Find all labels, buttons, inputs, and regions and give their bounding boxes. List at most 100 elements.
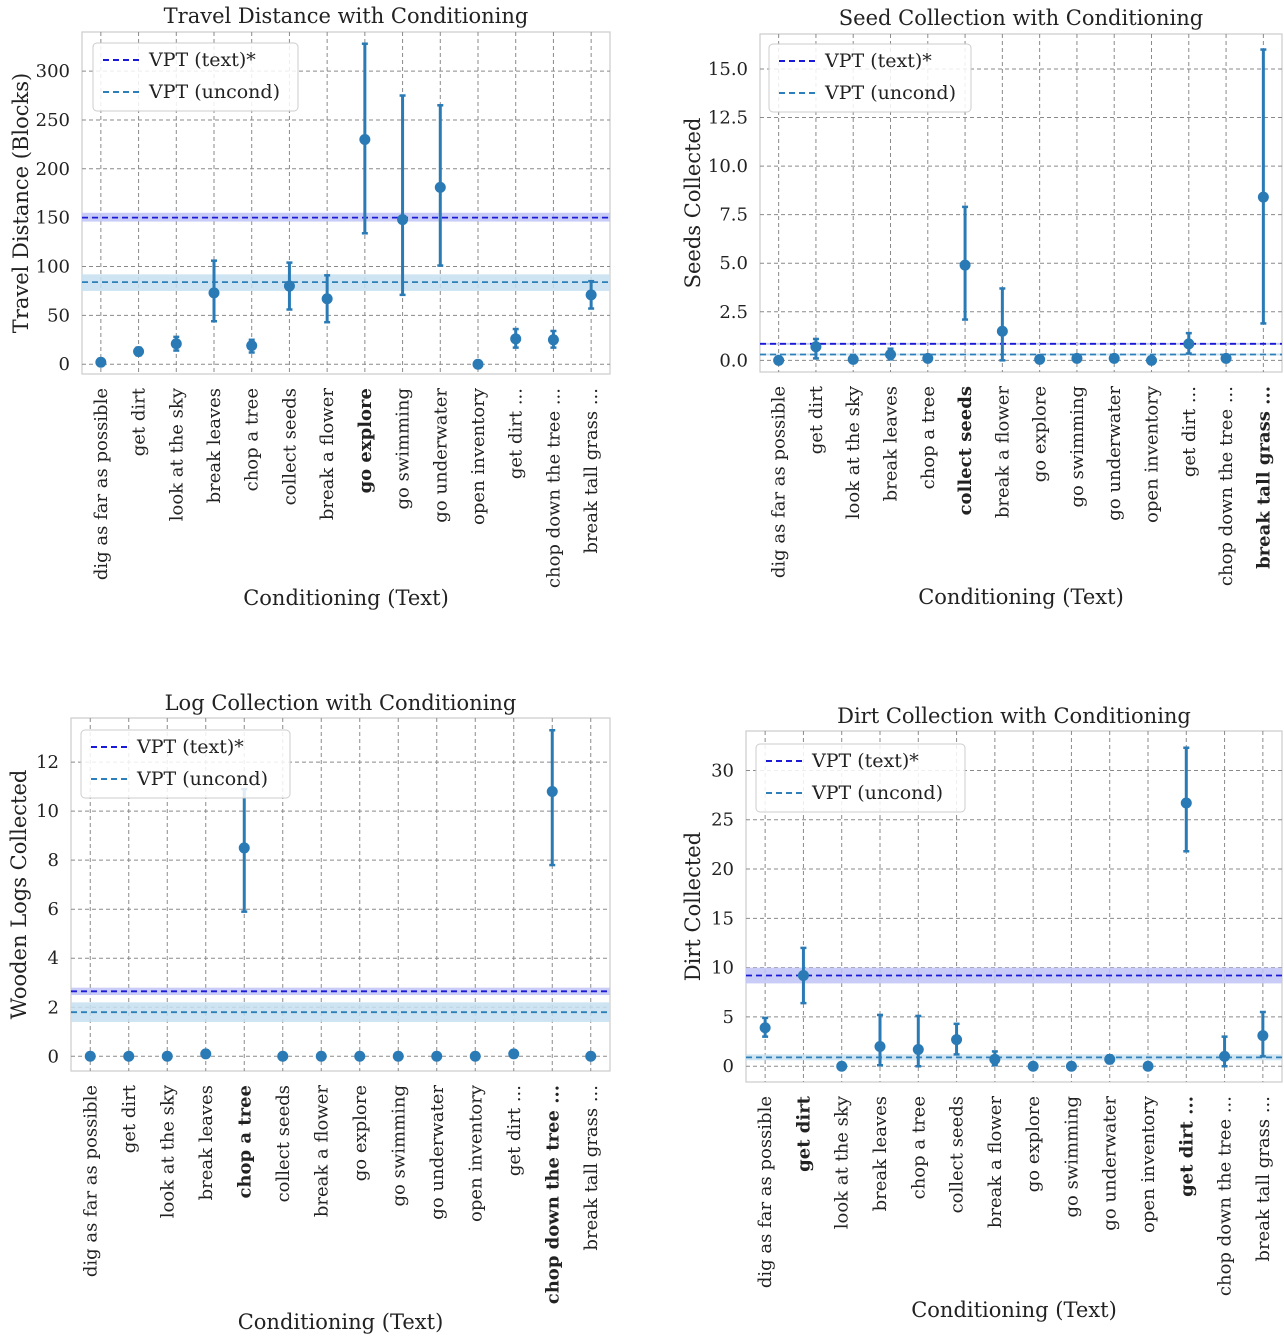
data-point bbox=[546, 786, 558, 798]
legend-label-text: VPT (text)* bbox=[811, 750, 919, 772]
x-tick-label: go underwater bbox=[1104, 386, 1125, 521]
y-tick-label: 0 bbox=[48, 1046, 59, 1067]
x-tick-label: chop a tree bbox=[234, 1085, 255, 1199]
x-tick-label: break tall grass ... bbox=[1253, 1096, 1274, 1262]
data-point bbox=[238, 842, 250, 854]
data-point bbox=[989, 1053, 1001, 1065]
data-point bbox=[1257, 1030, 1269, 1042]
legend-box bbox=[92, 42, 299, 112]
x-tick-label: break leaves bbox=[204, 388, 225, 503]
y-tick-label: 6 bbox=[48, 899, 59, 920]
chart-panel-3: 0 2 4 6 8 10 12 dig as far as possible get dirt l… bbox=[7, 691, 611, 1334]
data-point bbox=[123, 1050, 135, 1062]
legend-label-text: VPT (text)* bbox=[148, 49, 256, 71]
x-tick-label: open inventory bbox=[1138, 1095, 1159, 1233]
y-tick-label: 12.5 bbox=[708, 108, 748, 129]
data-point bbox=[836, 1060, 848, 1072]
x-tick-label: get dirt bbox=[119, 1084, 140, 1153]
y-tick-label: 100 bbox=[36, 257, 70, 278]
chart-panel-1: 0 50 100 150 200 250 300 dig as far as possible… bbox=[9, 4, 611, 610]
y-tick-label: 5.0 bbox=[719, 253, 748, 274]
legend-box bbox=[755, 743, 966, 813]
x-tick-label: open inventory bbox=[468, 387, 489, 525]
chart-panel-4: 0 5 10 15 20 25 30 dig as far as possible get di… bbox=[681, 704, 1283, 1322]
data-point bbox=[547, 334, 559, 346]
data-point bbox=[1219, 1050, 1231, 1062]
x-tick-label: chop a tree bbox=[918, 386, 939, 489]
legend-box bbox=[80, 729, 291, 799]
x-tick-label: break tall grass ... bbox=[581, 1085, 602, 1251]
x-tick-label: break tall grass ... bbox=[581, 388, 602, 554]
y-tick-label: 5 bbox=[723, 1007, 734, 1028]
data-point bbox=[283, 280, 295, 292]
y-tick-label: 12 bbox=[36, 752, 59, 773]
y-tick-label: 10 bbox=[711, 958, 734, 979]
x-tick-label: go swimming bbox=[388, 1085, 409, 1207]
x-tick-label: dig as far as possible bbox=[80, 1085, 101, 1277]
x-tick-label: look at the sky bbox=[843, 385, 864, 519]
legend: VPT (text)* VPT (uncond) bbox=[80, 729, 291, 799]
x-tick-label: open inventory bbox=[1142, 385, 1163, 523]
x-tick-label: go swimming bbox=[1067, 386, 1088, 508]
x-tick-label: break leaves bbox=[196, 1085, 217, 1200]
data-point bbox=[1108, 352, 1120, 364]
uncond-confidence-band bbox=[71, 1002, 610, 1022]
x-tick-label: look at the sky bbox=[832, 1095, 853, 1229]
y-axis-label: Travel Distance (Blocks) bbox=[9, 73, 33, 333]
x-tick-label: look at the sky bbox=[157, 1084, 178, 1218]
x-tick-label: dig as far as possible bbox=[769, 386, 790, 578]
chart-title: Log Collection with Conditioning bbox=[165, 691, 517, 715]
data-point bbox=[277, 1050, 289, 1062]
data-point bbox=[959, 259, 971, 271]
data-point bbox=[200, 1048, 212, 1060]
data-point bbox=[922, 352, 934, 364]
data-point bbox=[1257, 191, 1269, 203]
data-point bbox=[208, 287, 220, 299]
data-point bbox=[1027, 1060, 1039, 1072]
legend: VPT (text)* VPT (uncond) bbox=[768, 43, 972, 113]
y-tick-label: 30 bbox=[711, 760, 734, 781]
y-tick-label: 10.0 bbox=[708, 156, 748, 177]
x-tick-label: get dirt bbox=[793, 1095, 814, 1172]
y-tick-label: 7.5 bbox=[719, 205, 748, 226]
legend-label-uncond: VPT (uncond) bbox=[136, 768, 268, 790]
y-tick-label: 250 bbox=[36, 110, 70, 131]
x-tick-label: collect seeds bbox=[947, 1096, 968, 1213]
x-tick-label: go underwater bbox=[1100, 1096, 1121, 1231]
data-point bbox=[773, 354, 785, 366]
data-point bbox=[315, 1050, 327, 1062]
data-point bbox=[392, 1050, 404, 1062]
data-point bbox=[84, 1050, 96, 1062]
x-tick-label: go underwater bbox=[427, 1085, 448, 1220]
x-tick-label: get dirt bbox=[806, 385, 827, 454]
data-point bbox=[912, 1043, 924, 1055]
x-tick-label: chop down the tree ... bbox=[1215, 1096, 1236, 1296]
y-axis-label: Dirt Collected bbox=[681, 832, 705, 981]
x-axis-label: Conditioning (Text) bbox=[243, 586, 449, 610]
x-tick-label: chop down the tree ... bbox=[543, 388, 564, 588]
data-point bbox=[170, 338, 182, 350]
x-tick-label: chop down the tree ... bbox=[542, 1085, 563, 1304]
x-tick-label: break tall grass ... bbox=[1253, 386, 1274, 569]
x-tick-label: chop a tree bbox=[242, 388, 263, 491]
y-tick-label: 0 bbox=[723, 1056, 734, 1077]
data-point bbox=[1104, 1053, 1116, 1065]
x-tick-label: open inventory bbox=[465, 1084, 486, 1222]
y-tick-label: 25 bbox=[711, 810, 734, 831]
data-point bbox=[510, 333, 522, 345]
legend: VPT (text)* VPT (uncond) bbox=[755, 743, 966, 813]
data-point bbox=[1071, 352, 1083, 364]
x-axis-label: Conditioning (Text) bbox=[918, 585, 1124, 609]
data-point bbox=[1034, 353, 1046, 365]
x-tick-label: collect seeds bbox=[279, 388, 300, 505]
data-point bbox=[354, 1050, 366, 1062]
chart-title: Dirt Collection with Conditioning bbox=[837, 704, 1191, 728]
data-point bbox=[1146, 354, 1157, 366]
y-tick-label: 8 bbox=[48, 850, 59, 871]
data-point bbox=[996, 325, 1008, 337]
y-tick-label: 4 bbox=[48, 948, 59, 969]
y-tick-label: 200 bbox=[36, 159, 70, 180]
y-tick-label: 10 bbox=[36, 801, 59, 822]
data-point bbox=[133, 346, 145, 358]
x-tick-label: dig as far as possible bbox=[755, 1096, 776, 1288]
